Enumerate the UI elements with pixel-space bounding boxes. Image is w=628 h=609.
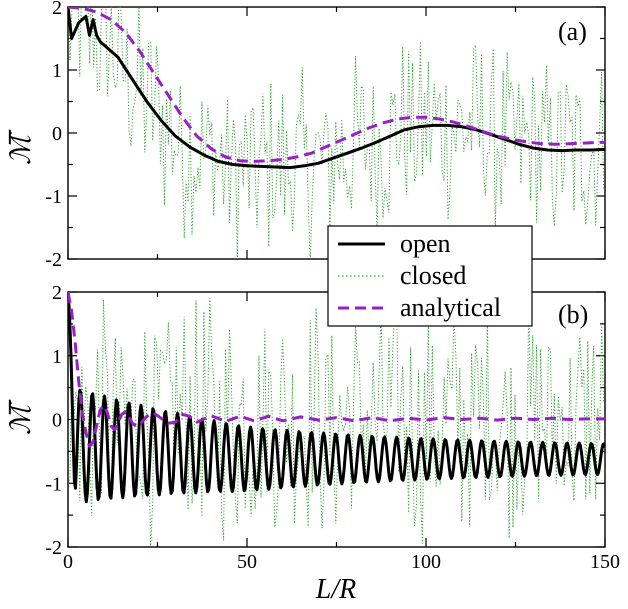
y-tick-label: -1: [45, 473, 62, 495]
panel-a-y-axis-label: ℳ̅: [6, 129, 37, 165]
y-tick-label: -2: [45, 249, 62, 271]
y-tick-label: 1: [52, 60, 62, 82]
panel-b-ticks: [67, 291, 606, 548]
x-tick-label: 50: [237, 551, 257, 573]
panel-b-y-axis-label: ℳ̅: [6, 399, 37, 435]
x-tick-label: 150: [590, 551, 620, 573]
analytical-line: [68, 292, 605, 448]
y-tick-label: 0: [52, 410, 62, 432]
panel-b-y-tick-labels: -2 -1 0 1 2: [45, 282, 62, 559]
panel-b-frame: [67, 291, 606, 548]
x-tick-label: 0: [63, 551, 73, 573]
panel-b-x-tick-labels: 0 50 100 150: [63, 551, 620, 573]
legend-label-analytical: analytical: [400, 293, 501, 322]
y-tick-label: -1: [45, 186, 62, 208]
panel-a-series-closed: [68, 7, 605, 259]
y-tick-label: 2: [52, 282, 62, 304]
y-tick-label: 0: [52, 123, 62, 145]
open-line: [68, 292, 605, 504]
panel-b-series-open: [68, 292, 605, 504]
y-tick-label: -2: [45, 537, 62, 559]
x-tick-label: 100: [411, 551, 441, 573]
closed-line: [68, 298, 605, 546]
legend-label-open: open: [400, 229, 451, 258]
closed-line: [68, 7, 605, 259]
panel-a-series-analytical: [68, 7, 605, 163]
panel-b-label: (b): [558, 300, 588, 329]
panel-b-series-analytical: [68, 292, 605, 448]
panel-b-series-closed: [68, 298, 605, 546]
legend-label-closed: closed: [400, 261, 466, 290]
y-tick-label: 1: [52, 346, 62, 368]
analytical-line: [68, 7, 605, 163]
panel-b: -2 -1 0 1 2 0 50 100 150 (b) ℳ̅ L/R: [6, 282, 620, 605]
legend: open closed analytical: [327, 225, 533, 327]
panel-a-y-tick-labels: -2 -1 0 1 2: [45, 0, 62, 271]
panel-a-label: (a): [558, 17, 587, 46]
x-axis-label: L/R: [315, 574, 356, 605]
y-tick-label: 2: [52, 0, 62, 19]
